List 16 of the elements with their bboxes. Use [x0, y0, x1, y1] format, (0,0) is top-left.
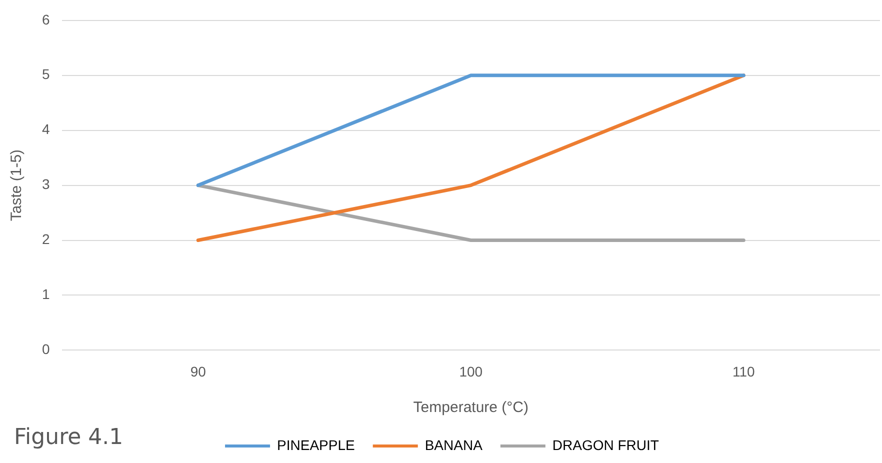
- y-tick-label: 2: [42, 231, 50, 248]
- y-tick-label: 4: [42, 121, 50, 138]
- x-tick-label: 90: [190, 363, 206, 380]
- legend-label: DRAGON FRUIT: [552, 436, 660, 453]
- y-tick-label: 0: [42, 341, 50, 358]
- y-tick-label: 5: [42, 66, 50, 82]
- x-tick-label: 100: [459, 363, 483, 380]
- x-axis-title: Temperature (°C): [413, 399, 528, 416]
- caption: Figure 4.1: [14, 425, 124, 450]
- y-axis-title: Taste (1-5): [8, 149, 26, 222]
- legend-label: BANANA: [424, 436, 484, 453]
- y-tick-label: 3: [42, 176, 50, 192]
- y-tick-label: 6: [42, 11, 50, 28]
- x-tick-label: 110: [732, 363, 755, 380]
- legend-label: PINEAPPLE: [277, 436, 355, 453]
- y-tick-label: 1: [42, 286, 50, 302]
